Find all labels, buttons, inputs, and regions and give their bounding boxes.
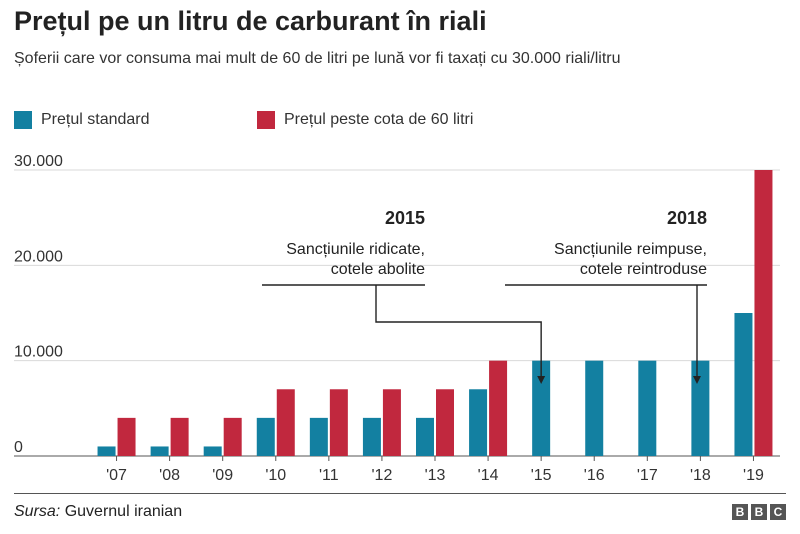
annotation-text: Sancțiunile ridicate, <box>286 241 425 258</box>
bar-standard <box>150 446 169 456</box>
bar-standard <box>734 313 753 456</box>
chart-subtitle: Șoferii care vor consuma mai mult de 60 … <box>14 50 621 67</box>
annotation-text: cotele abolite <box>331 261 425 278</box>
x-tick-label: '19 <box>743 467 764 484</box>
bar-standard <box>638 360 657 456</box>
annotation-text: Sancțiunile reimpuse, <box>554 241 707 258</box>
footer-divider <box>14 493 786 494</box>
y-tick-label: 10.000 <box>14 344 63 361</box>
bar-standard <box>256 417 275 456</box>
x-tick-label: '12 <box>371 467 392 484</box>
bar-quota <box>170 417 189 456</box>
bar-quota <box>754 170 773 456</box>
bar-quota <box>117 417 136 456</box>
bar-standard <box>416 417 434 456</box>
bar-standard <box>532 360 551 456</box>
annotation-text: cotele reintroduse <box>580 261 707 278</box>
x-tick-label: '09 <box>212 467 233 484</box>
x-tick-label: '14 <box>478 467 499 484</box>
y-tick-label: 30.000 <box>14 153 63 170</box>
bar-quota <box>382 389 401 456</box>
legend-label-quota: Prețul peste cota de 60 litri <box>284 111 474 128</box>
chart-title: Prețul pe un litru de carburant în riali <box>14 6 487 36</box>
bar-standard <box>203 446 222 456</box>
x-tick-label: '17 <box>637 467 658 484</box>
annotation-year: 2015 <box>385 208 425 228</box>
legend: Prețul standard Prețul peste cota de 60 … <box>0 111 800 137</box>
bar-standard <box>97 446 116 456</box>
y-tick-label: 0 <box>14 439 23 456</box>
annotation-year: 2018 <box>667 208 707 228</box>
annotation-leader <box>375 285 542 378</box>
source-label: Sursa: <box>14 503 61 520</box>
legend-swatch-standard <box>14 111 32 129</box>
annotation-arrowhead <box>693 376 701 384</box>
legend-item-quota: Prețul peste cota de 60 litri <box>257 111 473 129</box>
legend-item-standard: Prețul standard <box>14 111 150 129</box>
bar-standard <box>309 417 328 456</box>
bar-standard <box>469 389 488 456</box>
bar-standard <box>585 360 604 456</box>
x-tick-label: '10 <box>265 467 286 484</box>
x-tick-label: '18 <box>690 467 711 484</box>
bar-quota <box>329 389 348 456</box>
bar-standard <box>362 417 381 456</box>
x-tick-label: '15 <box>531 467 552 484</box>
bbc-logo-letter: B <box>751 504 767 520</box>
bar-quota <box>436 389 454 456</box>
bar-quota <box>223 417 242 456</box>
source-note: Sursa: Guvernul iranian <box>14 503 182 521</box>
bbc-logo-letter: C <box>770 504 786 520</box>
bbc-logo: B B C <box>732 504 786 520</box>
x-tick-label: '13 <box>425 467 446 484</box>
y-tick-label: 20.000 <box>14 248 63 265</box>
legend-label-standard: Prețul standard <box>41 111 150 128</box>
bar-quota <box>276 389 295 456</box>
x-tick-label: '11 <box>319 467 339 484</box>
annotation-arrowhead <box>537 376 546 384</box>
x-tick-label: '08 <box>159 467 180 484</box>
bar-standard <box>691 360 710 456</box>
bbc-logo-letter: B <box>732 504 748 520</box>
bar-quota <box>489 360 508 456</box>
x-tick-label: '07 <box>106 467 127 484</box>
x-tick-label: '16 <box>584 467 605 484</box>
source-text: Guvernul iranian <box>64 503 183 520</box>
legend-swatch-quota <box>257 111 275 129</box>
